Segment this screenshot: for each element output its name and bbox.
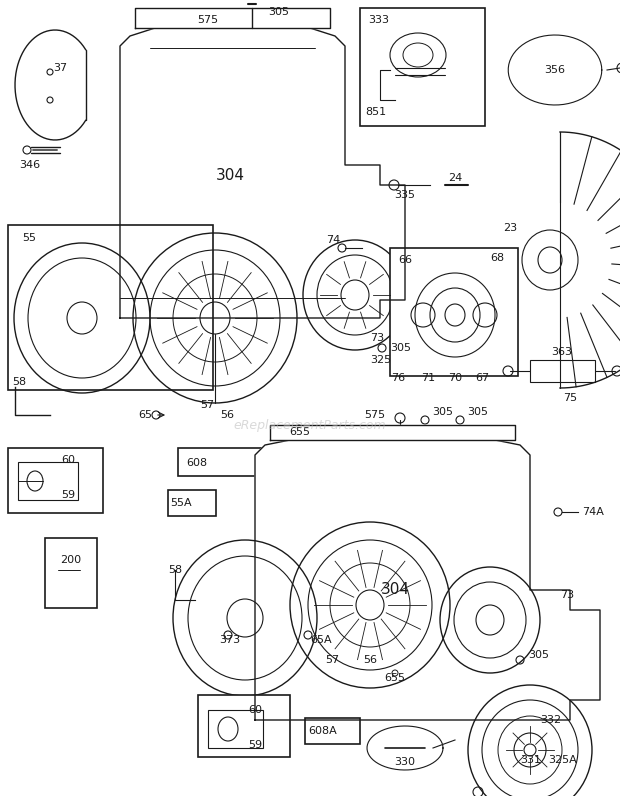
Text: 325: 325 xyxy=(370,355,391,365)
Text: 200: 200 xyxy=(60,555,82,565)
Bar xyxy=(45,538,97,608)
Text: 57: 57 xyxy=(200,400,214,410)
Text: 851: 851 xyxy=(365,107,386,117)
Text: 608: 608 xyxy=(186,458,207,468)
Text: 305: 305 xyxy=(528,650,549,660)
Polygon shape xyxy=(255,440,600,720)
Text: 608A: 608A xyxy=(308,726,337,736)
Text: 575: 575 xyxy=(364,410,385,420)
Text: 56: 56 xyxy=(363,655,377,665)
Text: 73: 73 xyxy=(370,333,384,343)
Text: 75: 75 xyxy=(563,393,577,403)
Text: 55A: 55A xyxy=(170,498,192,508)
Bar xyxy=(470,698,595,788)
Text: 575: 575 xyxy=(197,15,218,25)
Text: 70: 70 xyxy=(448,373,462,383)
Bar xyxy=(178,448,296,476)
Bar xyxy=(305,718,360,744)
Polygon shape xyxy=(120,28,405,318)
Text: 363: 363 xyxy=(552,347,572,357)
Text: 305: 305 xyxy=(432,407,453,417)
Bar xyxy=(168,490,216,516)
Text: 68: 68 xyxy=(490,253,504,263)
Text: 332: 332 xyxy=(540,715,561,725)
Text: 23: 23 xyxy=(503,223,517,233)
Text: 57: 57 xyxy=(325,655,339,665)
Text: 37: 37 xyxy=(53,63,67,73)
Text: 59: 59 xyxy=(248,740,262,750)
Bar xyxy=(198,695,290,757)
Polygon shape xyxy=(135,8,330,28)
Text: 305: 305 xyxy=(467,407,488,417)
Text: 55: 55 xyxy=(22,233,36,243)
Text: 74: 74 xyxy=(326,235,340,245)
Text: eReplacementParts.com: eReplacementParts.com xyxy=(234,419,386,431)
Text: 373: 373 xyxy=(219,635,241,645)
Text: 356: 356 xyxy=(544,65,565,75)
Text: 655: 655 xyxy=(384,673,405,683)
Text: 331: 331 xyxy=(520,755,541,765)
Text: 330: 330 xyxy=(394,757,415,767)
Text: 335: 335 xyxy=(394,190,415,200)
Text: 65: 65 xyxy=(138,410,152,420)
Text: 56: 56 xyxy=(220,410,234,420)
Bar xyxy=(360,8,485,126)
Text: 66: 66 xyxy=(398,255,412,265)
Text: 60: 60 xyxy=(248,705,262,715)
Bar xyxy=(18,462,78,500)
Text: 73: 73 xyxy=(560,590,574,600)
Text: 655: 655 xyxy=(290,427,311,437)
Bar xyxy=(530,360,595,382)
Text: 304: 304 xyxy=(216,167,244,182)
Text: 58: 58 xyxy=(12,377,26,387)
Bar xyxy=(390,248,518,376)
Text: 65A: 65A xyxy=(310,635,332,645)
Text: 60: 60 xyxy=(61,455,75,465)
Text: 305: 305 xyxy=(268,7,289,17)
Text: 304: 304 xyxy=(381,583,409,598)
Text: 74A: 74A xyxy=(582,507,604,517)
Text: 325A: 325A xyxy=(548,755,577,765)
Text: 67: 67 xyxy=(475,373,489,383)
Bar xyxy=(8,225,213,390)
Bar xyxy=(208,710,263,748)
Text: 58: 58 xyxy=(168,565,182,575)
Text: 24: 24 xyxy=(448,173,462,183)
Text: 333: 333 xyxy=(368,15,389,25)
Text: 71: 71 xyxy=(421,373,435,383)
Text: 305: 305 xyxy=(390,343,411,353)
Text: 76: 76 xyxy=(391,373,405,383)
Text: 59: 59 xyxy=(61,490,75,500)
Polygon shape xyxy=(270,425,515,440)
Text: 346: 346 xyxy=(19,160,40,170)
Bar xyxy=(8,448,103,513)
